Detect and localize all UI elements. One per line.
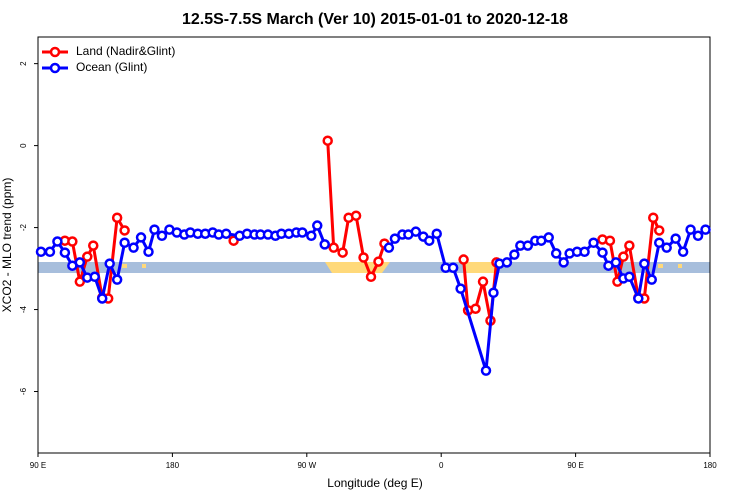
y-tick-label: -2 [19,223,28,231]
data-point [477,276,489,287]
data-point [455,283,466,294]
y-tick-label: 2 [19,61,28,66]
data-point [558,257,569,268]
data-point [633,293,644,304]
data-point [35,246,47,258]
data-point [624,240,635,251]
data-point [597,247,608,258]
data-point [389,233,401,244]
data-point [653,225,665,236]
data-point [424,235,435,246]
series-line [40,222,707,372]
data-point [470,303,481,314]
data-point [135,232,147,243]
data-point [373,256,384,267]
plot-frame [37,36,711,454]
data-point [220,228,232,239]
data-point [639,258,650,269]
land-strip [658,264,663,268]
land-strip [142,264,146,268]
data-point [89,271,100,283]
y-axis-label: XCO2 - MLO trend (ppm) [0,178,14,313]
data-point [297,227,308,238]
data-point [588,237,599,248]
data-point [128,242,139,253]
data-point [111,212,123,223]
legend-marker [49,46,61,58]
data-point [74,276,86,287]
data-point [522,240,534,251]
data-point [383,242,395,253]
data-point [156,230,168,242]
data-point [579,246,590,258]
x-tick-label: 90 E [567,461,583,470]
data-point [74,257,86,268]
data-point [488,287,499,298]
data-point [143,246,154,258]
data-point [119,225,130,236]
x-tick-label: 0 [439,461,444,470]
data-point [410,226,422,237]
data-point [44,246,56,258]
land-strip [122,264,127,268]
legend-label: Land (Nadir&Glint) [76,44,175,58]
data-point [59,247,71,258]
data-point [653,237,665,248]
data-point [322,135,333,146]
data-point [685,224,696,235]
data-point [509,249,520,260]
data-point [149,224,160,235]
x-tick-label: 180 [703,461,717,470]
data-point [96,293,108,304]
data-point [700,224,711,235]
data-point [646,274,658,285]
y-tick-label: -6 [19,387,28,395]
data-point [604,235,616,246]
data-point [618,251,629,262]
data-point [543,232,554,243]
data-point [88,240,99,251]
data-point [365,271,377,283]
y-tick-label: 0 [19,143,28,148]
data-point [328,242,339,253]
x-tick-label: 180 [166,461,180,470]
data-point [661,242,672,253]
data-point [119,237,130,248]
data-point [350,210,362,221]
x-tick-label: 90 W [297,461,316,470]
legend-marker [49,62,61,74]
data-point [111,274,123,285]
data-point [82,251,93,262]
data-point [312,220,323,231]
data-point [104,258,115,269]
data-point [358,252,369,263]
x-axis-label: Longitude (deg E) [327,476,422,490]
data-point [306,230,317,242]
data-point [610,257,622,268]
data-point [501,257,513,268]
x-tick-label: 90 E [30,461,46,470]
data-point [52,236,63,247]
land-strip [462,262,500,273]
data-point [480,365,492,376]
data-point [337,247,348,258]
data-point [692,230,704,242]
y-tick-label: -4 [19,305,28,313]
data-point [648,212,659,223]
data-point [447,262,459,273]
data-point [550,248,562,259]
data-point [677,246,689,258]
data-point [624,271,635,283]
legend-label: Ocean (Glint) [76,60,147,74]
chart-title: 12.5S-7.5S March (Ver 10) 2015-01-01 to … [182,11,568,28]
data-point [670,233,681,244]
data-point [319,239,330,250]
data-point [67,236,78,247]
data-point [458,254,469,265]
data-point [431,228,442,239]
land-strip [678,264,682,268]
